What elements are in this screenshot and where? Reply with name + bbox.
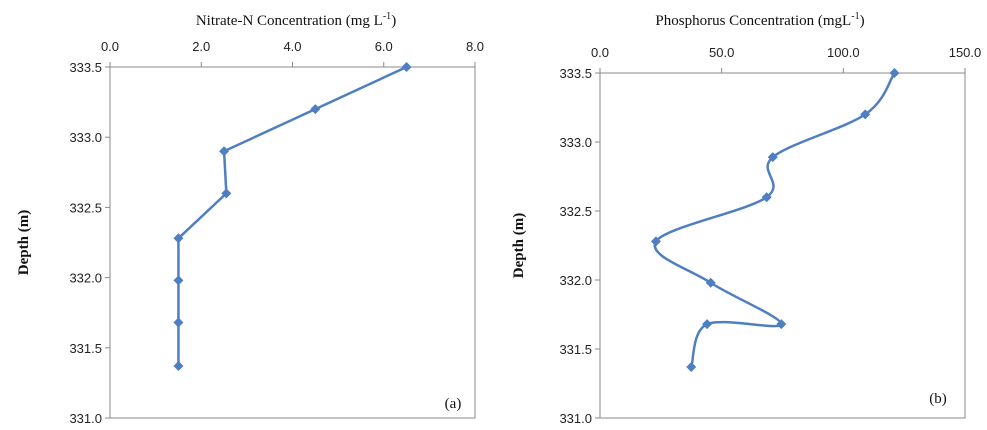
y-axis-label: Depth (m): [511, 213, 527, 278]
y-tick-label: 331.5: [69, 341, 102, 356]
chart-phosphorus: 0.0 50.0 100.0 150.0 333.5 333.0 332.5 332.0 331…: [511, 11, 981, 426]
y-tick-label: 331.5: [559, 342, 592, 357]
data-point: [767, 152, 778, 163]
data-point: [761, 192, 772, 203]
data-point: [686, 361, 697, 372]
y-tick-label: 332.5: [69, 200, 102, 215]
x-tick-label: 150.0: [949, 45, 982, 60]
x-tick-label: 0.0: [591, 45, 609, 60]
y-tick-label: 333.0: [69, 130, 102, 145]
y-tick-label: 332.0: [69, 271, 102, 286]
y-tick-label: 333.5: [69, 60, 102, 75]
y-tick-label: 332.0: [559, 273, 592, 288]
data-point: [860, 109, 871, 120]
y-tick-label: 331.0: [69, 411, 102, 426]
data-point: [702, 319, 713, 330]
panel-label: (b): [929, 391, 947, 407]
x-tick-label: 4.0: [283, 39, 301, 54]
data-point: [219, 146, 230, 157]
chart-title: Nitrate-N Concentration (mg L-1): [196, 11, 396, 29]
series-line: [177, 65, 408, 368]
data-point: [173, 361, 184, 372]
chart-title: Phosphorus Concentration (mgL-1): [655, 11, 864, 29]
x-tick-label: 2.0: [192, 39, 210, 54]
data-point: [173, 233, 184, 244]
chart-nitrate: 0.0 2.0 4.0 6.0 8.0 333.5 333.0 332.5 332.0 331.5…: [16, 11, 484, 426]
data-point: [650, 236, 661, 247]
data-point: [173, 275, 184, 286]
x-tick-label: 6.0: [375, 39, 393, 54]
data-point: [221, 188, 232, 199]
data-point: [776, 319, 787, 330]
x-tick-label: 8.0: [466, 39, 484, 54]
plot-frame: [599, 72, 966, 419]
data-point: [889, 68, 900, 78]
series-line: [653, 71, 896, 369]
y-tick-label: 333.0: [559, 135, 592, 150]
data-point: [705, 277, 716, 288]
data-point: [310, 104, 321, 115]
panel-label: (a): [445, 396, 462, 412]
data-point: [401, 62, 412, 72]
y-tick-label: 332.5: [559, 204, 592, 219]
data-point: [173, 317, 184, 328]
y-axis-label: Depth (m): [16, 210, 32, 275]
x-tick-label: 50.0: [709, 45, 734, 60]
y-tick-label: 333.5: [559, 66, 592, 81]
x-tick-label: 100.0: [827, 45, 860, 60]
y-tick-label: 331.0: [559, 411, 592, 426]
x-tick-label: 0.0: [101, 39, 119, 54]
